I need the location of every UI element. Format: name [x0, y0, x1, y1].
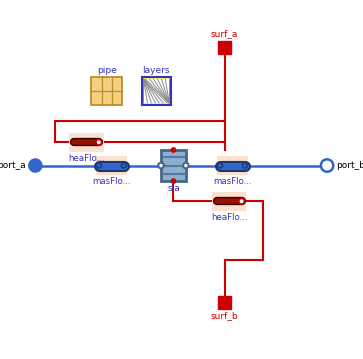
- Text: masFlo...: masFlo...: [92, 177, 131, 186]
- Text: surf_b: surf_b: [211, 311, 238, 320]
- Circle shape: [183, 163, 189, 168]
- Circle shape: [158, 163, 164, 168]
- Bar: [69, 133, 103, 151]
- Text: port_a: port_a: [0, 161, 26, 170]
- Circle shape: [242, 163, 247, 168]
- Text: port_b: port_b: [337, 161, 363, 170]
- Bar: [91, 77, 122, 105]
- Bar: [218, 295, 231, 309]
- Circle shape: [29, 159, 41, 172]
- Bar: [142, 77, 171, 105]
- Circle shape: [97, 163, 101, 168]
- Bar: [161, 150, 186, 181]
- Bar: [217, 156, 248, 175]
- Circle shape: [96, 139, 102, 145]
- Circle shape: [121, 163, 126, 168]
- Bar: [96, 156, 127, 175]
- Bar: [212, 192, 246, 210]
- Circle shape: [321, 159, 333, 172]
- Text: heaFlo...: heaFlo...: [211, 213, 248, 222]
- Bar: [218, 41, 231, 54]
- Circle shape: [171, 179, 176, 183]
- Circle shape: [217, 163, 223, 168]
- Circle shape: [239, 199, 244, 204]
- Text: layers: layers: [143, 66, 170, 75]
- Text: surf_a: surf_a: [211, 29, 238, 38]
- Text: sla: sla: [167, 183, 180, 192]
- Text: pipe: pipe: [97, 66, 117, 75]
- Circle shape: [171, 148, 176, 152]
- Bar: [143, 79, 169, 103]
- Text: heaFlo...: heaFlo...: [68, 154, 105, 163]
- Text: masFlo...: masFlo...: [213, 177, 252, 186]
